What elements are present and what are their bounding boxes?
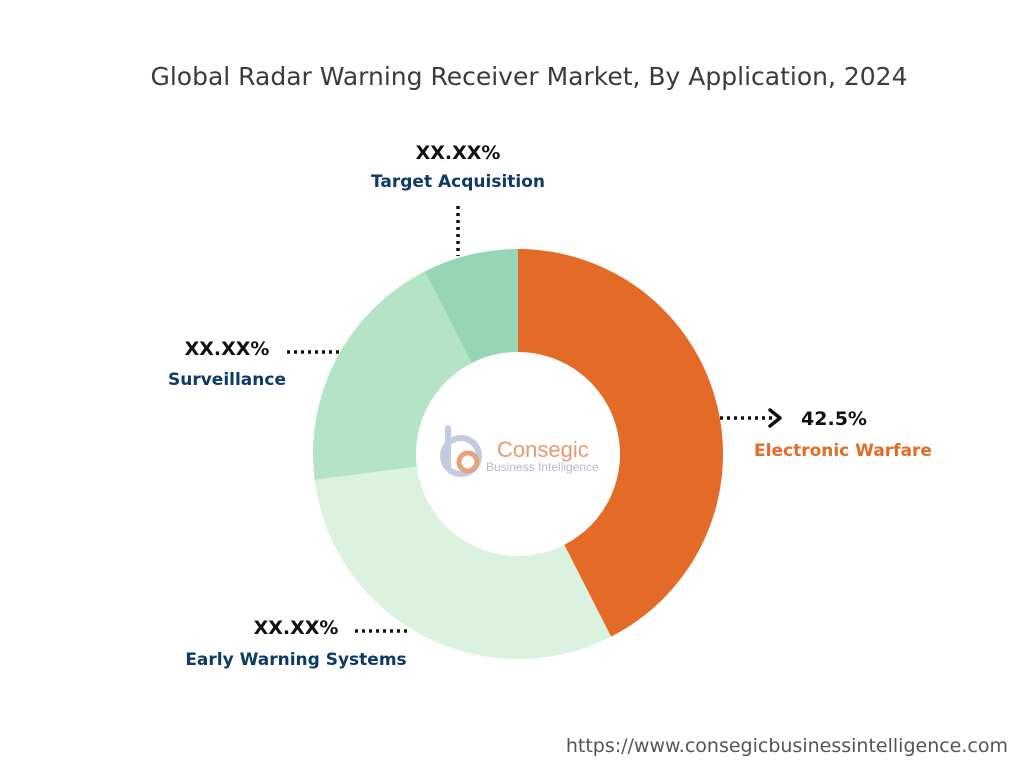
logo-subtitle: Business Intelligence xyxy=(486,460,599,474)
slice-early-warning-systems xyxy=(314,466,612,659)
category-label-surveillance: Surveillance xyxy=(168,370,286,390)
value-label-surveillance: XX.XX% xyxy=(185,338,270,360)
leader-arrow-electronic-warfare xyxy=(768,408,782,428)
category-label-early-warning-systems: Early Warning Systems xyxy=(185,650,406,670)
logo-watermark: Consegic Business Intelligence xyxy=(440,425,599,477)
value-label-early-warning-systems: XX.XX% xyxy=(254,617,339,639)
slice-surveillance xyxy=(313,271,472,480)
slice-electronic-warfare xyxy=(518,249,723,637)
footer-url: https://www.consegicbusinessintelligence… xyxy=(566,735,1008,757)
slice-target-acquisition xyxy=(424,249,518,364)
logo-mark xyxy=(440,425,482,477)
slices-group xyxy=(313,249,723,659)
chart-title: Global Radar Warning Receiver Market, By… xyxy=(150,62,907,91)
logo-wordmark: Consegic xyxy=(497,437,589,462)
category-label-target-acquisition: Target Acquisition xyxy=(371,172,545,192)
value-label-target-acquisition: XX.XX% xyxy=(416,142,501,164)
category-label-electronic-warfare: Electronic Warfare xyxy=(754,441,932,461)
value-label-electronic-warfare: 42.5% xyxy=(801,408,867,430)
